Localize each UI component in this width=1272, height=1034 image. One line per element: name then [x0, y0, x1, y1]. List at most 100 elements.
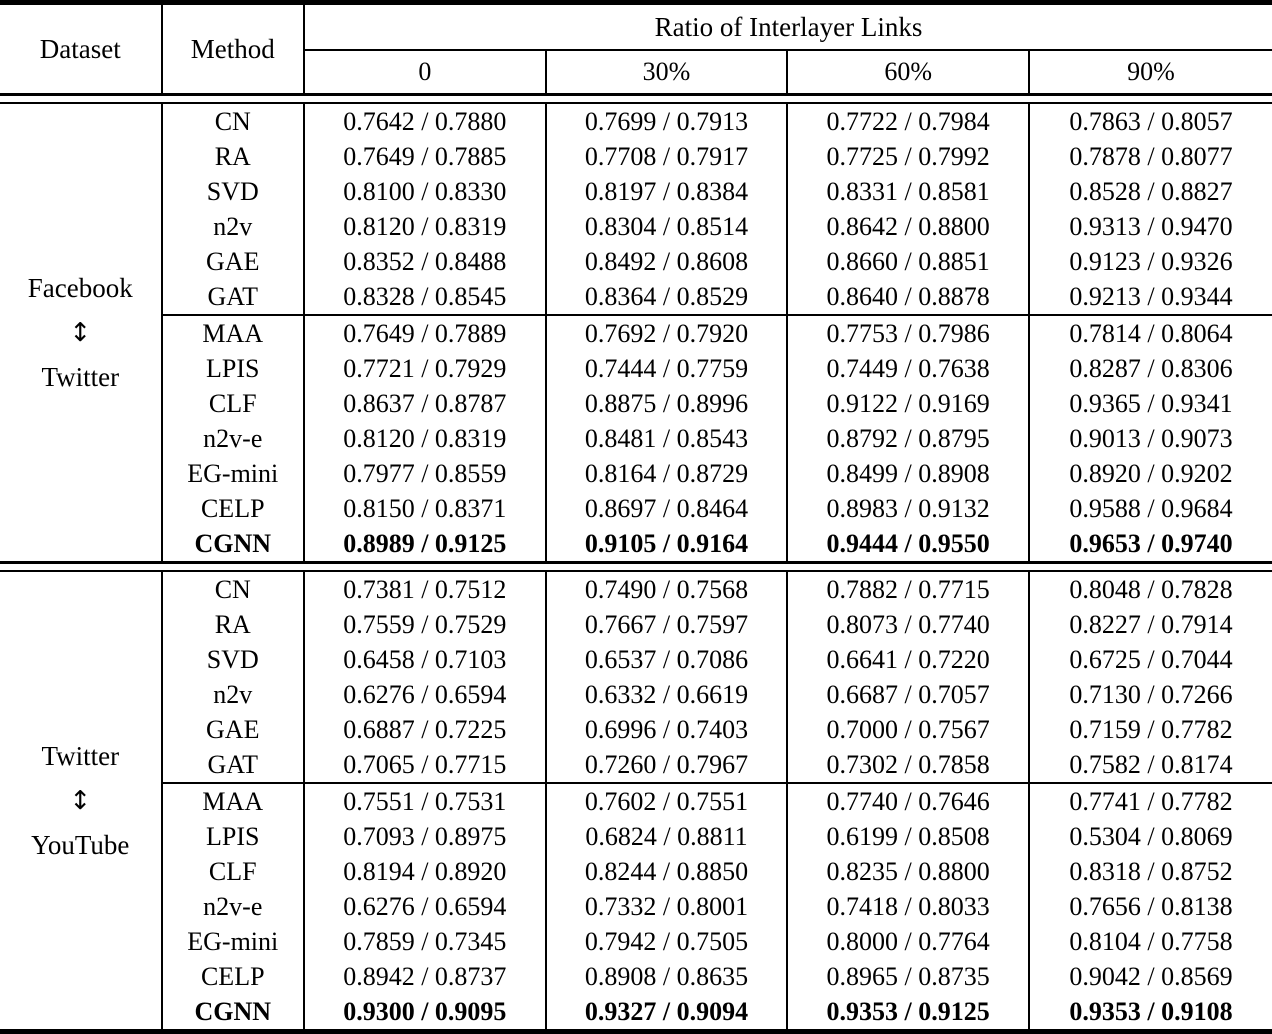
table-row: n2v-e 0.8120 / 0.8319 0.8481 / 0.8543 0.879…: [0, 421, 1272, 456]
value-cell: 0.6458 / 0.7103: [343, 644, 507, 674]
value-cell: 0.8364 / 0.8529: [544, 279, 788, 315]
table-body: Facebook ↕ Twitter CN 0.7642 / 0.7880 0.7699 …: [0, 93, 1272, 1032]
table-row: RA 0.7559 / 0.7529 0.7667 / 0.7597 0.8073 /…: [0, 607, 1272, 642]
method-cell: GAE: [160, 712, 305, 747]
method-cell: CN: [160, 571, 305, 607]
header-divider-rule: [0, 93, 1272, 104]
method-cell: n2v: [160, 677, 305, 712]
value-cell: 0.7444 / 0.7759: [544, 351, 788, 386]
value-cell: 0.8642 / 0.8800: [786, 209, 1029, 244]
block-divider-rule-line: [0, 561, 1272, 572]
value-cell: 0.8000 / 0.7764: [786, 924, 1029, 959]
method-cell: GAT: [160, 279, 305, 315]
value-cell: 0.9105 / 0.9164: [544, 526, 788, 563]
value-cell: 0.7302 / 0.7858: [786, 747, 1029, 783]
col-header-ratio-90: 90%: [1028, 50, 1272, 95]
method-cell: MAA: [160, 782, 305, 819]
value-cell: 0.9444 / 0.9550: [786, 526, 1029, 563]
table-row: CGNN 0.8989 / 0.9125 0.9105 / 0.9164 0.9444…: [0, 526, 1272, 563]
value-cell: 0.6332 / 0.6619: [544, 677, 788, 712]
method-cell: SVD: [160, 642, 305, 677]
header-divider-rule-line: [0, 93, 1272, 104]
dataset-name: Facebook: [27, 272, 133, 303]
value-cell: 0.8528 / 0.8827: [1028, 174, 1272, 209]
value-cell: 0.7602 / 0.7551: [544, 782, 788, 819]
value-cell: 0.7977 / 0.8559: [343, 458, 507, 488]
value-cell: 0.8120 / 0.8319: [343, 211, 507, 241]
method-cell: GAE: [160, 244, 305, 279]
updown-arrow-icon: ↕: [69, 317, 92, 348]
value-cell: 0.8104 / 0.7758: [1028, 924, 1272, 959]
table-row: RA 0.7649 / 0.7885 0.7708 / 0.7917 0.7725 /…: [0, 139, 1272, 174]
dataset-label: Facebook ↕ Twitter: [0, 103, 162, 563]
value-cell: 0.7582 / 0.8174: [1028, 747, 1272, 783]
table-row: EG-mini 0.7977 / 0.8559 0.8164 / 0.8729 0.8…: [0, 456, 1272, 491]
value-cell: 0.7725 / 0.7992: [786, 139, 1029, 174]
value-cell: 0.8492 / 0.8608: [544, 244, 788, 279]
value-cell: 0.7699 / 0.7913: [544, 103, 788, 139]
value-cell: 0.8983 / 0.9132: [786, 491, 1029, 526]
value-cell: 0.7065 / 0.7715: [343, 749, 507, 779]
value-cell: 0.7649 / 0.7889: [303, 314, 546, 351]
dataset-label: Twitter ↕ YouTube: [0, 571, 162, 1032]
table-row: GAT 0.7065 / 0.7715 0.7260 / 0.7967 0.7302 …: [0, 747, 1272, 783]
value-cell: 0.7159 / 0.7782: [1028, 712, 1272, 747]
value-cell: 0.6276 / 0.6594: [343, 891, 507, 921]
value-cell: 0.8875 / 0.8996: [544, 386, 788, 421]
method-cell: CLF: [160, 854, 305, 889]
value-cell: 0.7814 / 0.8064: [1028, 314, 1272, 351]
value-cell: 0.8965 / 0.8735: [786, 959, 1029, 994]
col-header-dataset: Dataset: [39, 33, 121, 64]
value-cell: 0.7740 / 0.7646: [786, 782, 1029, 819]
table-header: Dataset Method Ratio of Interlayer Links…: [0, 2, 1272, 95]
value-cell: 0.7332 / 0.8001: [544, 889, 788, 924]
method-cell: CGNN: [160, 526, 305, 563]
value-cell: 0.9313 / 0.9470: [1028, 209, 1272, 244]
value-cell: 0.7642 / 0.7880: [343, 106, 507, 136]
value-cell: 0.8120 / 0.8319: [343, 423, 507, 453]
value-cell: 0.8481 / 0.8543: [544, 421, 788, 456]
value-cell: 0.8048 / 0.7828: [1028, 571, 1272, 607]
table-row: CLF 0.8194 / 0.8920 0.8244 / 0.8850 0.8235 …: [0, 854, 1272, 889]
value-cell: 0.5304 / 0.8069: [1028, 819, 1272, 854]
value-cell: 0.6687 / 0.7057: [786, 677, 1029, 712]
value-cell: 0.7418 / 0.8033: [786, 889, 1029, 924]
value-cell: 0.8352 / 0.8488: [343, 246, 507, 276]
value-cell: 0.8235 / 0.8800: [786, 854, 1029, 889]
method-cell: EG-mini: [160, 456, 305, 491]
table-row: EG-mini 0.7859 / 0.7345 0.7942 / 0.7505 0.8…: [0, 924, 1272, 959]
col-header-ratio-0: 0: [418, 57, 432, 86]
block-divider-rule: [0, 561, 1272, 572]
method-cell: n2v-e: [160, 421, 305, 456]
table-row: Twitter ↕ YouTube CN 0.7381 / 0.7512 0.7490 /…: [0, 571, 1272, 860]
method-cell: RA: [160, 139, 305, 174]
value-cell: 0.9123 / 0.9326: [1028, 244, 1272, 279]
value-cell: 0.7551 / 0.7531: [303, 782, 546, 819]
table-row: SVD 0.6458 / 0.7103 0.6537 / 0.7086 0.6641 …: [0, 642, 1272, 677]
value-cell: 0.8637 / 0.8787: [343, 388, 507, 418]
header-row-1: Dataset Method Ratio of Interlayer Links: [0, 2, 1272, 95]
table-row: n2v-e 0.6276 / 0.6594 0.7332 / 0.8001 0.741…: [0, 889, 1272, 924]
value-cell: 0.9653 / 0.9740: [1028, 526, 1272, 563]
table-row: GAE 0.8352 / 0.8488 0.8492 / 0.8608 0.8660 …: [0, 244, 1272, 279]
value-cell: 0.6537 / 0.7086: [544, 642, 788, 677]
col-header-ratio-30: 30%: [544, 50, 788, 95]
method-cell: n2v: [160, 209, 305, 244]
table-row: GAE 0.6887 / 0.7225 0.6996 / 0.7403 0.7000 …: [0, 712, 1272, 747]
value-cell: 0.7692 / 0.7920: [544, 314, 788, 351]
method-cell: GAT: [160, 747, 305, 783]
value-cell: 0.8792 / 0.8795: [786, 421, 1029, 456]
table-row: MAA 0.7551 / 0.7531 0.7602 / 0.7551 0.7740 …: [0, 782, 1272, 819]
value-cell: 0.9013 / 0.9073: [1028, 421, 1272, 456]
col-header-method: Method: [160, 2, 305, 95]
value-cell: 0.8227 / 0.7914: [1028, 607, 1272, 642]
col-header-ratio-60: 60%: [786, 50, 1029, 95]
value-cell: 0.6996 / 0.7403: [544, 712, 788, 747]
method-cell: SVD: [160, 174, 305, 209]
dataset-label-stack: Twitter ↕ YouTube: [6, 741, 155, 861]
value-cell: 0.8194 / 0.8920: [343, 856, 507, 886]
method-cell: LPIS: [160, 351, 305, 386]
value-cell: 0.9042 / 0.8569: [1028, 959, 1272, 994]
method-cell: LPIS: [160, 819, 305, 854]
method-cell: CELP: [160, 491, 305, 526]
